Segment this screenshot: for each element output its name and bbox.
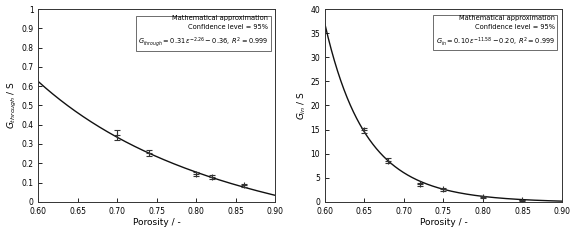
X-axis label: Porosity / -: Porosity / - — [133, 219, 181, 227]
Text: Mathematical approximation
Confidence level = 95%
$G_{through} = 0.31\, \varepsi: Mathematical approximation Confidence le… — [138, 15, 268, 49]
X-axis label: Porosity / -: Porosity / - — [419, 219, 467, 227]
Text: Mathematical approximation
Confidence level = 95%
$G_{in} = 0.10\, \varepsilon^{: Mathematical approximation Confidence le… — [435, 15, 555, 48]
Y-axis label: $G_{in}$ / S: $G_{in}$ / S — [295, 91, 308, 120]
Y-axis label: $G_{through}$ / S: $G_{through}$ / S — [6, 81, 18, 130]
